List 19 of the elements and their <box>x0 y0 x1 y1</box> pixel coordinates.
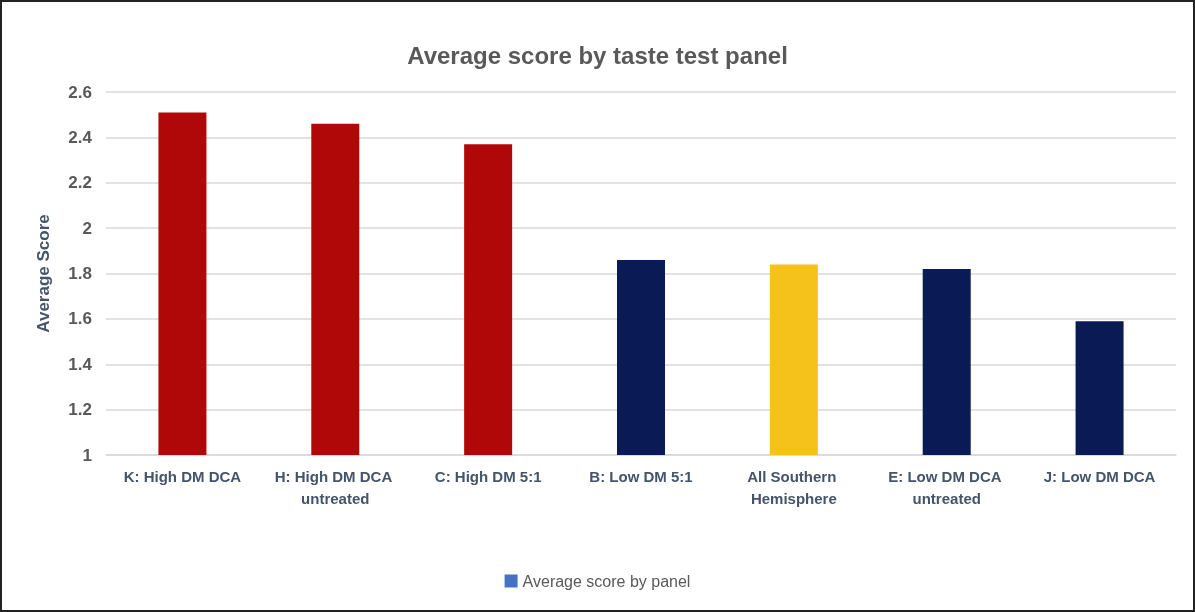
y-tick-label: 1.6 <box>68 309 92 329</box>
y-tick-label: 1 <box>82 445 92 465</box>
text: Average score by panel <box>522 572 691 590</box>
y-tick-label: 2.6 <box>68 82 92 102</box>
x-tick-label: All Southern Hemisphere <box>747 467 841 507</box>
x-tick-label: C: High DM 5:1 <box>434 467 542 485</box>
x-tick-label: H: High DM DCA untreated <box>274 467 396 507</box>
y-tick-label: 2.4 <box>68 127 93 147</box>
y-tick-label: 2.2 <box>68 173 92 193</box>
chart-title: Average score by taste test panel <box>407 41 788 69</box>
y-tick-label: 2 <box>82 218 92 238</box>
y-tick-label: 1.2 <box>68 400 92 420</box>
x-tick-label: K: High DM DCA <box>123 467 242 485</box>
x-tick-label: B: Low DM 5:1 <box>589 467 693 485</box>
y-tick-label: 1.8 <box>68 264 92 283</box>
x-tick-label: E: Low DM DCA untreated <box>888 467 1006 507</box>
x-tick-label: J: Low DM DCA <box>1043 467 1156 485</box>
y-axis-title: Average Score <box>34 214 53 333</box>
y-tick-label: 1.4 <box>68 354 93 374</box>
